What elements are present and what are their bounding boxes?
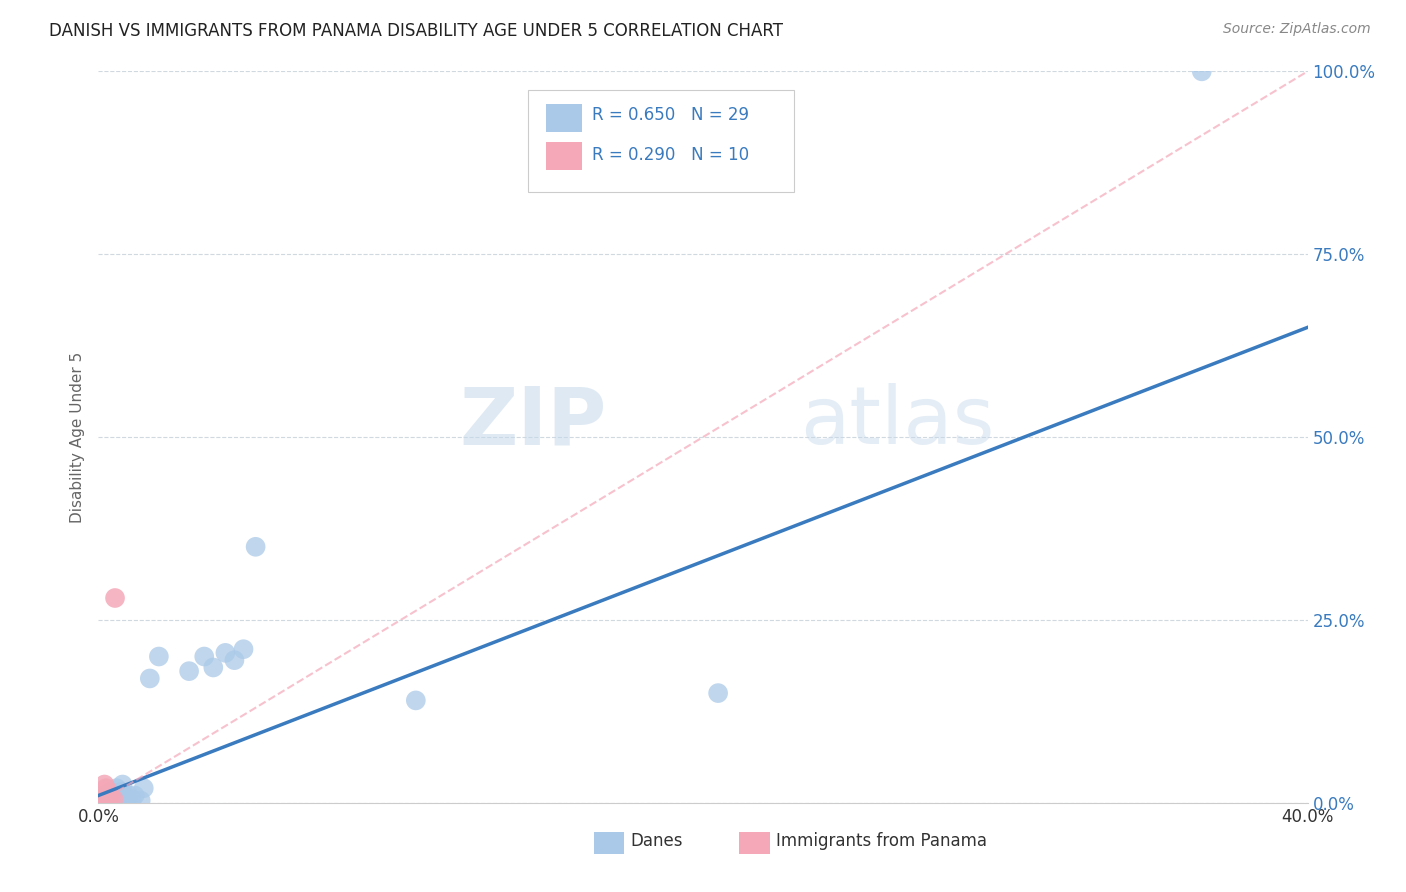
Point — [93, 778, 115, 792]
Point — [104, 591, 127, 605]
Point — [202, 660, 225, 674]
Text: R = 0.290   N = 10: R = 0.290 N = 10 — [592, 146, 749, 164]
Point — [124, 789, 146, 803]
Point — [405, 693, 427, 707]
Point — [245, 540, 267, 554]
Point — [94, 781, 117, 796]
Point — [96, 785, 118, 799]
Point — [100, 785, 122, 799]
FancyBboxPatch shape — [546, 104, 582, 132]
Point — [98, 789, 121, 803]
Point — [100, 789, 122, 804]
Point — [193, 649, 215, 664]
Text: ZIP: ZIP — [458, 384, 606, 461]
Point — [148, 649, 170, 664]
Point — [121, 792, 143, 806]
Point — [105, 781, 128, 796]
Point — [707, 686, 730, 700]
Text: atlas: atlas — [800, 384, 994, 461]
Text: DANISH VS IMMIGRANTS FROM PANAMA DISABILITY AGE UNDER 5 CORRELATION CHART: DANISH VS IMMIGRANTS FROM PANAMA DISABIL… — [49, 22, 783, 40]
Point — [224, 653, 246, 667]
Point — [1191, 64, 1213, 78]
Text: Danes: Danes — [630, 832, 683, 850]
Text: Immigrants from Panama: Immigrants from Panama — [776, 832, 987, 850]
Point — [104, 792, 127, 806]
Y-axis label: Disability Age Under 5: Disability Age Under 5 — [69, 351, 84, 523]
Text: R = 0.650   N = 29: R = 0.650 N = 29 — [592, 106, 749, 125]
Point — [93, 789, 115, 803]
Point — [110, 785, 132, 799]
FancyBboxPatch shape — [546, 143, 582, 170]
Point — [103, 789, 125, 803]
Point — [114, 789, 136, 804]
Point — [90, 792, 112, 806]
Point — [90, 789, 112, 803]
Text: Source: ZipAtlas.com: Source: ZipAtlas.com — [1223, 22, 1371, 37]
Point — [118, 789, 141, 803]
Point — [132, 781, 155, 796]
Point — [232, 642, 254, 657]
Point — [96, 792, 118, 806]
Point — [111, 778, 134, 792]
Point — [91, 785, 114, 799]
Point — [129, 794, 152, 808]
Point — [98, 789, 121, 804]
Point — [103, 792, 125, 806]
FancyBboxPatch shape — [595, 832, 624, 854]
Point — [89, 792, 111, 806]
Point — [108, 792, 131, 806]
Point — [214, 646, 236, 660]
Point — [179, 664, 201, 678]
FancyBboxPatch shape — [740, 832, 769, 854]
Point — [139, 672, 162, 686]
FancyBboxPatch shape — [527, 90, 793, 192]
